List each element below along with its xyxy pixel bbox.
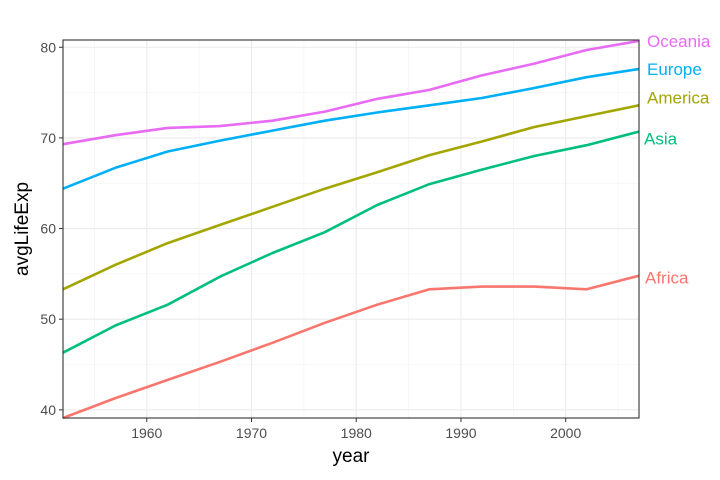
series-label-asia: Asia [644,130,678,149]
series-line-oceania [62,39,640,146]
major-gridlines [63,40,639,418]
x-tick-label: 1980 [341,425,372,441]
series-labels: Africa America Asia Europe Oceania [644,32,711,288]
series-line-america [62,104,640,291]
y-tick-label: 40 [40,402,56,418]
series-line-asia [62,130,640,354]
x-axis-title: year [333,446,371,467]
series-label-america: America [647,88,710,107]
x-tick-label: 1960 [131,425,162,441]
y-tick-label: 60 [40,221,56,237]
y-axis: 40 50 60 70 80 [40,39,63,418]
y-tick-label: 70 [40,130,56,146]
series-line-africa [62,274,640,420]
y-tick-label: 80 [40,39,56,55]
x-tick-label: 1970 [236,425,267,441]
y-axis-title: avgLifeExp [12,182,33,276]
y-tick-label: 50 [40,311,56,327]
x-tick-label: 1990 [445,425,476,441]
series-label-europe: Europe [647,60,702,79]
series-label-oceania: Oceania [647,32,711,51]
x-tick-label: 2000 [550,425,581,441]
series-lines [62,39,640,420]
series-label-africa: Africa [645,269,689,288]
series-line-europe [62,67,640,190]
x-axis: 1960 1970 1980 1990 2000 [131,418,581,441]
